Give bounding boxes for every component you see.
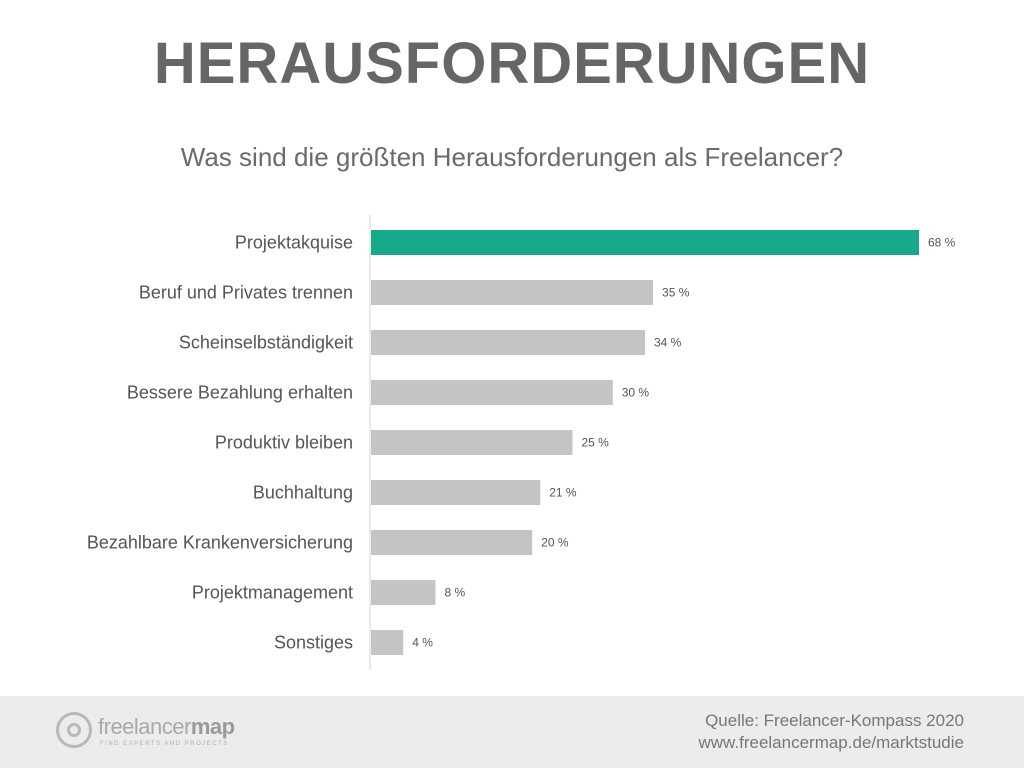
bar — [371, 530, 533, 555]
source-url: www.freelancermap.de/marktstudie — [698, 733, 964, 752]
bar — [371, 380, 613, 405]
value-label: 68 % — [928, 236, 956, 250]
category-label: Bessere Bezahlung erhalten — [127, 383, 353, 403]
value-label: 34 % — [654, 336, 682, 350]
bar — [371, 480, 541, 505]
category-label: Buchhaltung — [253, 483, 353, 503]
logo-text-bold: map — [190, 714, 235, 739]
category-label: Projektakquise — [235, 233, 353, 253]
bar — [371, 430, 573, 455]
value-label: 25 % — [581, 436, 609, 450]
logo-icon — [56, 712, 92, 748]
category-label: Beruf und Privates trennen — [139, 283, 353, 303]
value-label: 20 % — [541, 536, 569, 550]
bar — [371, 280, 654, 305]
logo-text-light: freelancer — [98, 714, 191, 739]
value-label: 21 % — [549, 486, 577, 500]
bar — [371, 330, 645, 355]
footer: freelancermap FIND EXPERTS AND PROJECTS … — [0, 696, 1024, 768]
logo-tagline: FIND EXPERTS AND PROJECTS — [100, 741, 229, 747]
category-label: Sonstiges — [274, 633, 353, 653]
bar — [371, 230, 919, 255]
source-note: Quelle: Freelancer-Kompass 2020 www.free… — [698, 710, 964, 754]
category-label: Bezahlbare Krankenversicherung — [87, 533, 353, 553]
category-label: Scheinselbständigkeit — [179, 333, 353, 353]
bar — [371, 630, 404, 655]
value-label: 8 % — [444, 586, 465, 600]
chart-subtitle: Was sind die größten Herausforderungen a… — [180, 142, 844, 172]
category-label: Produktiv bleiben — [215, 433, 353, 453]
page-title: HERAUSFORDERUNGEN — [153, 31, 871, 96]
category-label: Projektmanagement — [192, 583, 353, 603]
freelancermap-logo: freelancermap FIND EXPERTS AND PROJECTS — [56, 708, 256, 756]
value-label: 4 % — [412, 636, 433, 650]
value-label: 30 % — [622, 386, 650, 400]
bar-chart: Projektakquise 68 % Beruf und Privates tre… — [87, 215, 956, 670]
bar — [371, 580, 436, 605]
source-line: Quelle: Freelancer-Kompass 2020 — [705, 711, 964, 730]
value-label: 35 % — [662, 286, 690, 300]
